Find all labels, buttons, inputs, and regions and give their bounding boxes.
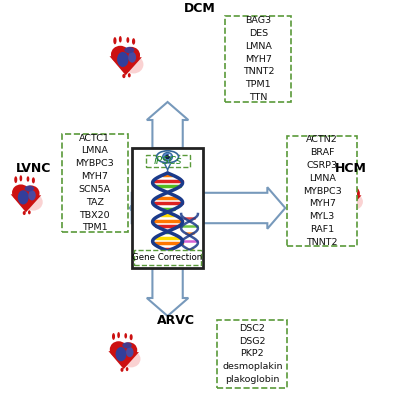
Ellipse shape <box>111 46 130 63</box>
Ellipse shape <box>156 151 178 163</box>
Ellipse shape <box>122 342 132 348</box>
Ellipse shape <box>340 190 350 204</box>
Ellipse shape <box>353 178 356 184</box>
Ellipse shape <box>344 186 360 201</box>
Ellipse shape <box>122 350 140 368</box>
Ellipse shape <box>122 47 140 63</box>
Ellipse shape <box>22 186 40 201</box>
Ellipse shape <box>168 154 170 156</box>
Polygon shape <box>11 194 41 212</box>
Ellipse shape <box>124 333 127 338</box>
Ellipse shape <box>346 194 363 210</box>
Text: ACTC1
LMNA
MYBPC3
MYH7
SCN5A
TAZ
TBX20
TPM1: ACTC1 LMNA MYBPC3 MYH7 SCN5A TAZ TBX20 T… <box>75 134 114 232</box>
Ellipse shape <box>14 176 17 183</box>
Bar <box>132 148 203 268</box>
Ellipse shape <box>349 210 352 213</box>
Bar <box>217 320 287 388</box>
Polygon shape <box>203 187 285 229</box>
Ellipse shape <box>32 177 35 184</box>
Ellipse shape <box>350 190 356 200</box>
Ellipse shape <box>27 176 30 182</box>
Ellipse shape <box>116 347 126 361</box>
Bar <box>225 16 291 102</box>
Ellipse shape <box>23 211 26 215</box>
Text: iPSCs: iPSCs <box>153 156 182 166</box>
Ellipse shape <box>113 37 117 44</box>
Ellipse shape <box>18 190 29 204</box>
Ellipse shape <box>348 178 350 182</box>
Ellipse shape <box>128 73 131 78</box>
Bar <box>134 250 201 265</box>
Ellipse shape <box>117 332 120 338</box>
Polygon shape <box>333 194 361 211</box>
Ellipse shape <box>119 36 122 42</box>
Ellipse shape <box>20 175 22 181</box>
Ellipse shape <box>341 176 344 182</box>
Text: ACTN2
BRAF
CSRP3
LMNA
MYBPC3
MYH7
MYL3
RAF1
TNNT2: ACTN2 BRAF CSRP3 LMNA MYBPC3 MYH7 MYL3 R… <box>303 135 342 247</box>
Text: HCM: HCM <box>335 162 367 175</box>
Ellipse shape <box>120 368 124 372</box>
Ellipse shape <box>122 74 126 78</box>
Ellipse shape <box>112 333 115 340</box>
Ellipse shape <box>334 185 351 200</box>
Text: LVNC: LVNC <box>16 162 51 175</box>
Ellipse shape <box>126 347 134 357</box>
Ellipse shape <box>336 178 339 184</box>
Ellipse shape <box>28 190 36 200</box>
Ellipse shape <box>344 210 347 214</box>
Text: Gene Correction: Gene Correction <box>132 253 203 262</box>
Ellipse shape <box>162 152 172 161</box>
Ellipse shape <box>132 38 135 45</box>
Ellipse shape <box>24 194 43 211</box>
Text: ARVC: ARVC <box>156 314 195 327</box>
Ellipse shape <box>165 154 170 159</box>
Ellipse shape <box>126 367 128 371</box>
Ellipse shape <box>130 334 133 340</box>
Ellipse shape <box>117 52 128 67</box>
Ellipse shape <box>28 210 31 214</box>
Bar <box>146 155 190 167</box>
Text: BAG3
DES
LMNA
MYH7
TNNT2
TPM1
TTN: BAG3 DES LMNA MYH7 TNNT2 TPM1 TTN <box>243 16 274 102</box>
Polygon shape <box>130 187 148 229</box>
Ellipse shape <box>346 186 355 192</box>
Polygon shape <box>109 56 142 75</box>
Bar <box>287 136 357 246</box>
Ellipse shape <box>128 52 136 63</box>
Polygon shape <box>109 351 139 369</box>
Ellipse shape <box>25 186 34 192</box>
Text: DCM: DCM <box>184 2 215 15</box>
Ellipse shape <box>12 184 30 201</box>
Ellipse shape <box>120 342 137 358</box>
Polygon shape <box>147 268 188 316</box>
Text: DSC2
DSG2
PKP2
desmoplakin
plakoglobin: DSC2 DSG2 PKP2 desmoplakin plakoglobin <box>222 324 282 384</box>
Ellipse shape <box>124 47 134 53</box>
Ellipse shape <box>126 37 129 43</box>
Polygon shape <box>147 102 188 148</box>
Ellipse shape <box>124 56 144 74</box>
Ellipse shape <box>110 341 127 358</box>
Bar <box>62 134 128 232</box>
